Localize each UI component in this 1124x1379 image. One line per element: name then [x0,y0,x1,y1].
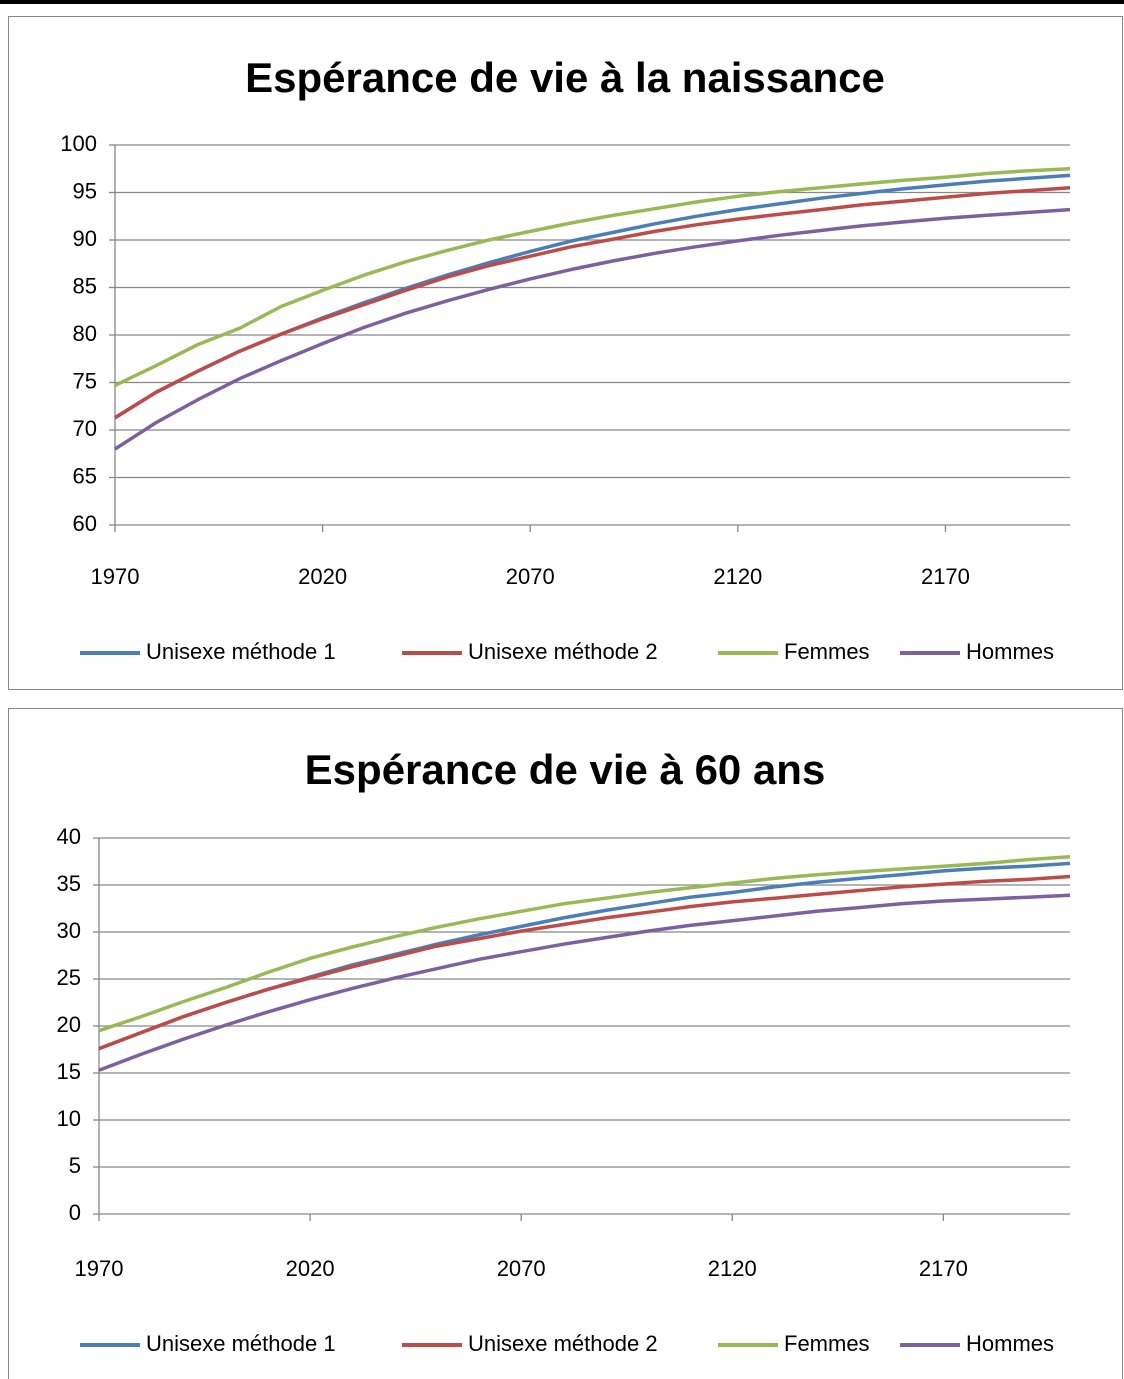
y-tick-label: 60 [73,511,97,536]
legend-label: Femmes [784,1331,870,1356]
y-tick-label: 90 [73,226,97,251]
legend-label: Femmes [784,639,870,664]
chart-title: Espérance de vie à 60 ans [305,746,826,793]
y-tick-label: 25 [57,965,81,990]
chart-frame [8,708,1123,1379]
y-tick-label: 30 [57,918,81,943]
x-tick-label: 2120 [713,564,762,589]
y-tick-label: 20 [57,1012,81,1037]
y-tick-label: 40 [57,824,81,849]
x-tick-label: 1970 [75,1256,124,1281]
x-tick-label: 2170 [921,564,970,589]
x-tick-label: 2020 [298,564,347,589]
y-tick-label: 85 [73,273,97,298]
legend-label: Hommes [966,639,1054,664]
x-tick-label: 2070 [497,1256,546,1281]
chart-frame [8,16,1123,690]
x-tick-label: 2170 [919,1256,968,1281]
y-tick-label: 35 [57,871,81,896]
y-tick-label: 0 [69,1200,81,1225]
x-tick-label: 2020 [286,1256,335,1281]
legend-label: Unisexe méthode 1 [146,1331,336,1356]
series-line [98,855,1071,1033]
series-line [98,893,1071,1072]
legend-label: Unisexe méthode 1 [146,639,336,664]
y-tick-label: 65 [73,463,97,488]
x-tick-label: 2070 [506,564,555,589]
y-tick-label: 15 [57,1059,81,1084]
legend-label: Unisexe méthode 2 [468,1331,658,1356]
y-tick-label: 95 [73,178,97,203]
legend-label: Unisexe méthode 2 [468,639,658,664]
y-tick-label: 70 [73,416,97,441]
series-line [114,207,1071,451]
y-tick-label: 10 [57,1106,81,1131]
y-tick-label: 100 [60,131,97,156]
x-tick-label: 1970 [91,564,140,589]
series-line [114,186,1071,420]
y-tick-label: 5 [69,1153,81,1178]
series-line [114,173,1071,420]
top-rule [0,0,1124,4]
y-tick-label: 75 [73,368,97,393]
series-line [114,167,1071,387]
x-tick-label: 2120 [708,1256,757,1281]
series-line [98,874,1071,1051]
legend-label: Hommes [966,1331,1054,1356]
chart-title: Espérance de vie à la naissance [245,54,885,101]
y-tick-label: 80 [73,321,97,346]
